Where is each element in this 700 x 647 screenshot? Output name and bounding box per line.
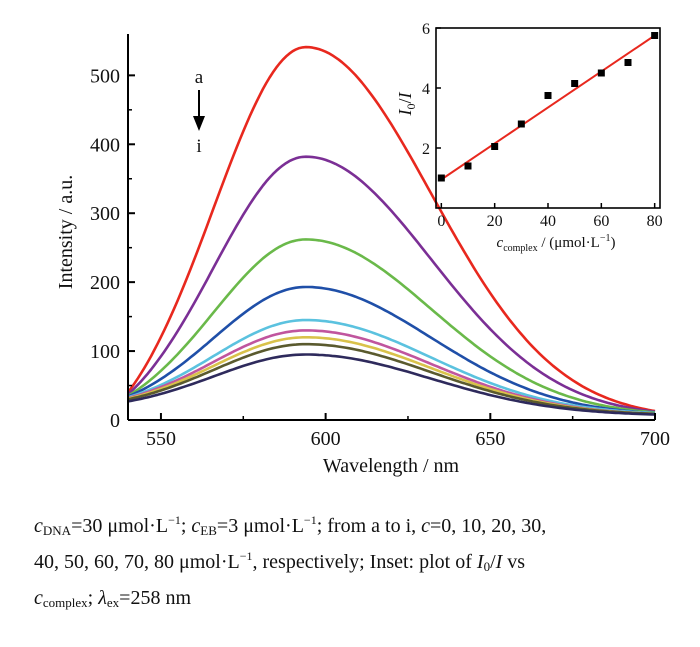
inset-data-point xyxy=(571,80,579,87)
caption-lambda: λ xyxy=(98,587,107,609)
inset-x-tick-label: 80 xyxy=(647,213,663,230)
inset-x-label-sup: −1 xyxy=(600,233,611,244)
x-tick-label: 550 xyxy=(146,428,176,450)
caption-vs: vs xyxy=(502,551,526,573)
caption-values: =0, 10, 20, 30, xyxy=(430,515,547,537)
caption-c-symbol: c xyxy=(34,587,43,609)
inset-x-tick-label: 40 xyxy=(540,213,556,230)
x-tick-label: 650 xyxy=(475,428,505,450)
inset-x-ticks: 0 20 40 60 80 xyxy=(437,203,663,230)
caption-slash: / xyxy=(490,551,496,573)
caption-line-2: 40, 50, 60, 70, 80 μmol·L−1, respectivel… xyxy=(34,544,684,580)
annotation-label-a: a xyxy=(195,67,204,88)
caption-i0: I xyxy=(476,551,484,573)
caption-line-1: cDNA=30 μmol·L−1; cEB=3 μmol·L−1; from a… xyxy=(34,508,684,544)
y-tick-label: 500 xyxy=(90,65,120,87)
emission-curve-c xyxy=(127,238,656,414)
caption-sup: −1 xyxy=(168,513,181,527)
inset-y-label: I0/I xyxy=(395,91,418,116)
inset-x-tick-label: 60 xyxy=(593,213,609,230)
inset-x-label-close: ) xyxy=(610,235,615,251)
y-tick-label: 100 xyxy=(90,341,120,363)
inset-data-point xyxy=(517,120,525,128)
caption-sup: −1 xyxy=(239,549,253,563)
caption-dna-sub: DNA xyxy=(42,523,72,538)
caption-c-symbol: c xyxy=(191,515,201,537)
trend-annotation: a i xyxy=(193,67,205,157)
emission-curve-a xyxy=(126,45,656,413)
inset-data-points xyxy=(437,32,659,182)
y-axis-label: Intensity / a.u. xyxy=(55,175,77,289)
inset-data-point xyxy=(544,92,552,99)
inset-data-point xyxy=(464,162,472,170)
y-tick-label: 400 xyxy=(90,134,120,156)
caption-lambda-value: =258 nm xyxy=(119,587,192,609)
caption-values: 40, 50, 60, 70, 80 μmol·L xyxy=(34,551,240,573)
inset-chart: 0 20 40 60 80 246 I0/I ccomplex / (μmol·L−1) xyxy=(395,21,663,254)
caption-zero-sub: 0 xyxy=(483,559,491,574)
caption-complex-sub: complex xyxy=(42,595,88,610)
inset-y-label-sub: 0 xyxy=(404,104,418,110)
caption-c-symbol: c xyxy=(34,515,43,537)
caption-text: ; from a to i, xyxy=(316,515,422,537)
y-tick-label: 0 xyxy=(110,410,120,432)
inset-data-point xyxy=(491,143,499,150)
inset-data-point xyxy=(651,32,659,39)
main-x-ticks: 550 600 650 700 xyxy=(146,413,670,450)
inset-data-point xyxy=(624,59,632,66)
inset-x-label-sub: complex xyxy=(503,243,537,254)
caption-separator: ; xyxy=(180,515,192,537)
y-tick-label: 300 xyxy=(90,203,120,225)
inset-data-point xyxy=(437,174,445,182)
inset-x-tick-label: 0 xyxy=(437,213,445,230)
caption-sup: −1 xyxy=(303,513,317,527)
caption-dna-value: =30 μmol·L xyxy=(71,515,169,537)
main-axes xyxy=(127,34,655,421)
inset-fit-line-segment xyxy=(440,34,656,181)
inset-data-point xyxy=(597,69,605,77)
emission-curve-b xyxy=(127,155,656,413)
caption-c-symbol: c xyxy=(421,515,431,537)
annotation-label-i: i xyxy=(196,136,201,157)
inset-x-label: ccomplex / (μmol·L−1) xyxy=(497,233,616,254)
x-tick-label: 600 xyxy=(311,428,341,450)
emission-curves xyxy=(126,45,656,416)
main-y-ticks: 0 100 200 300 400 500 xyxy=(90,65,135,432)
inset-y-ticks: 2 4 6 xyxy=(422,21,441,158)
caption-ex-sub: ex xyxy=(106,595,120,610)
emission-curve-e xyxy=(127,318,656,415)
emission-curve-d xyxy=(127,285,656,415)
inset-y-label-i: I xyxy=(395,91,415,99)
x-axis-label: Wavelength / nm xyxy=(323,455,460,477)
inset-y-tick-label: 6 xyxy=(422,21,430,38)
inset-x-tick-label: 20 xyxy=(487,213,503,230)
inset-y-tick-label: 4 xyxy=(422,81,430,98)
x-tick-label: 700 xyxy=(640,428,670,450)
figure-caption: cDNA=30 μmol·L−1; cEB=3 μmol·L−1; from a… xyxy=(34,508,684,616)
caption-eb-value: =3 μmol·L xyxy=(216,515,304,537)
inset-y-label-i0: I xyxy=(395,109,415,117)
emission-curve-h xyxy=(127,342,656,416)
caption-separator: ; xyxy=(87,587,99,609)
arrow-down-icon xyxy=(193,116,205,131)
inset-fit-line xyxy=(440,34,656,181)
caption-i: I xyxy=(495,551,503,573)
emission-curve-i xyxy=(127,353,656,416)
caption-line-3: ccomplex; λex=258 nm xyxy=(34,580,684,616)
inset-y-label-slash: / xyxy=(395,98,415,103)
caption-text: , respectively; Inset: plot of xyxy=(252,551,477,573)
y-tick-label: 200 xyxy=(90,272,120,294)
caption-eb-sub: EB xyxy=(200,523,217,538)
inset-x-label-units: / (μmol·L xyxy=(538,235,600,251)
inset-y-tick-label: 2 xyxy=(422,141,430,158)
inset-x-label-c: c xyxy=(497,235,504,251)
